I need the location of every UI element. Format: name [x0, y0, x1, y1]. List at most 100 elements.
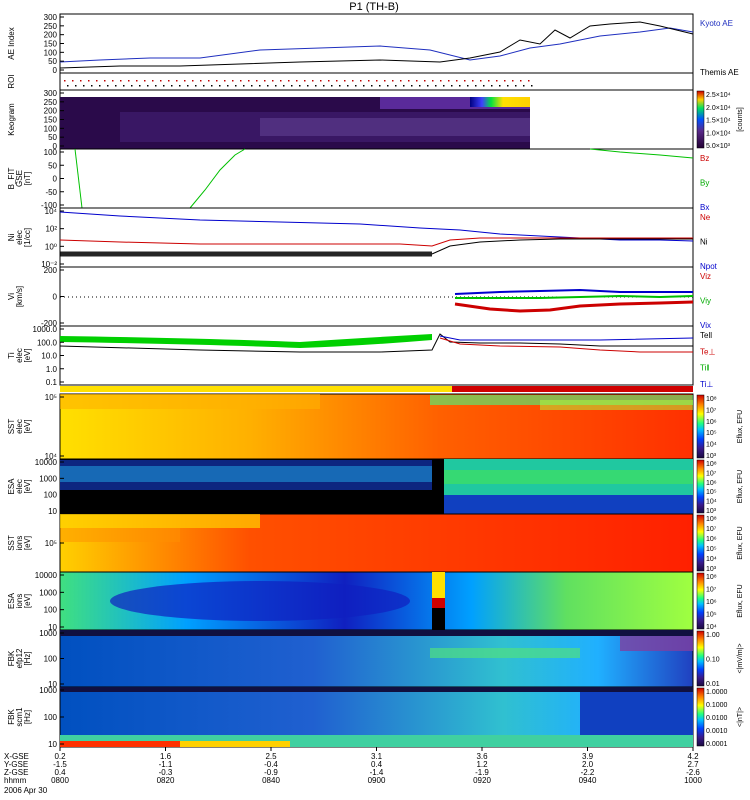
esa_e-colorbar-tick: 10⁴ — [706, 499, 717, 506]
bfit-ytick: 100 — [44, 148, 58, 157]
tell-line — [59, 333, 693, 353]
ni-ytick: 10² — [45, 225, 57, 234]
roi-dot — [136, 80, 138, 82]
date-label: 2006 Apr 30 — [4, 786, 48, 795]
esa_i-ytick: 1000 — [39, 588, 57, 597]
bfit-legend-2: Bx — [700, 203, 709, 212]
bfit-ylabel-1: GSE — [15, 170, 24, 187]
keogram-ytick: 250 — [44, 98, 58, 107]
roi-dot — [339, 85, 341, 87]
fbk1-colorbar-tick: 0.01 — [706, 681, 720, 688]
roi-dot — [211, 85, 213, 87]
keogram-ytick: 300 — [44, 89, 58, 98]
sst_i-colorbar-tick: 10⁸ — [706, 516, 717, 523]
sst_e-colorbar-tick: 10⁶ — [706, 419, 717, 426]
roi-dot — [456, 80, 458, 82]
mode-strip — [60, 386, 452, 392]
roi-dot — [139, 85, 141, 87]
roi-dot — [352, 80, 354, 82]
esa_i-colorbar-tick: 10⁸ — [706, 574, 717, 581]
themis-ae-line — [59, 21, 694, 69]
roi-dot — [464, 80, 466, 82]
roi-dot — [459, 85, 461, 87]
roi-dot — [400, 80, 402, 82]
roi-dot — [403, 85, 405, 87]
roi-dot — [432, 80, 434, 82]
fbk2-colorbar-tick: 0.0100 — [706, 715, 728, 722]
xaxis-value: 0940 — [579, 776, 597, 785]
roi-dot — [227, 85, 229, 87]
esa_i-colorbar-tick: 10⁷ — [706, 587, 717, 594]
roi-dot — [203, 85, 205, 87]
viy-line — [455, 294, 694, 299]
roi-dot — [75, 85, 77, 87]
roi-dot — [344, 80, 346, 82]
ae-panel — [59, 13, 694, 74]
roi-dot — [147, 85, 149, 87]
esa_e-colorbar-tick: 10⁵ — [706, 489, 717, 496]
roi-dot — [520, 80, 522, 82]
xaxis-value: 0920 — [473, 776, 491, 785]
vi-legend-1: Viy — [700, 297, 711, 306]
roi-dot — [144, 80, 146, 82]
roi-dot — [184, 80, 186, 82]
panels-group — [59, 13, 694, 748]
vix-line — [454, 288, 693, 295]
roi-dot — [376, 80, 378, 82]
ni-legend-1: Ni — [700, 238, 708, 247]
xaxis-value: 1.6 — [160, 752, 172, 761]
roi-dot — [243, 85, 245, 87]
fbk1-ytick: 100 — [44, 655, 58, 664]
vi-ytick: -200 — [41, 319, 58, 328]
xaxis-row-label: Y-GSE — [4, 760, 28, 769]
roi-dot — [371, 85, 373, 87]
fbk1-colorbar-tick: 1.00 — [706, 632, 720, 639]
fbk1-ytick: 1000 — [39, 629, 57, 638]
roi-ylabel-0: ROI — [7, 74, 16, 88]
sst_i-colorbar-tick: 10³ — [706, 566, 717, 573]
roi-dot — [67, 85, 69, 87]
esa_i-ytick: 10 — [48, 623, 57, 632]
roi-dot — [507, 85, 509, 87]
xaxis-value: 0820 — [157, 776, 175, 785]
ti-ylabel-0: Ti — [7, 352, 16, 359]
sst_e-colorbar-tick: 10⁵ — [706, 430, 717, 437]
roi-dot — [355, 85, 357, 87]
roi-dot — [176, 80, 178, 82]
roi-dot — [296, 80, 298, 82]
fbk2-ylabel-0: FBK — [7, 709, 16, 725]
esa_i-colorbar-tick: 10⁶ — [706, 599, 717, 606]
fbk2-colorbar-tick: 0.1000 — [706, 702, 728, 709]
vi-legend-0: Viz — [700, 272, 711, 281]
roi-dot — [88, 80, 90, 82]
sst_i-ylabel-2: [eV] — [23, 536, 32, 550]
ae-ytick: 250 — [44, 22, 58, 31]
xaxis-value: -2.6 — [686, 768, 700, 777]
roi-dot — [379, 85, 381, 87]
ti-ytick: 100.0 — [37, 338, 58, 347]
xaxis-value: 0800 — [51, 776, 69, 785]
roi-dot — [504, 80, 506, 82]
esa_e-colorbar — [696, 459, 705, 514]
ae-legend-1: Themis AE — [700, 68, 739, 77]
xaxis-value: -1.5 — [53, 760, 67, 769]
fbk1-ylabel-1: efp12 — [15, 648, 24, 669]
roi-dot — [128, 80, 130, 82]
y-tick-labels: 3002502001501005003002502001501005001005… — [33, 13, 64, 749]
esa_i-ylabel-2: [eV] — [23, 594, 32, 608]
xaxis-value: 0900 — [368, 776, 386, 785]
roi-dot — [216, 80, 218, 82]
fbk2-colorbar-tick: 1.0000 — [706, 689, 728, 696]
fbk2-colorbar-tick: 0.0010 — [706, 728, 728, 735]
roi-dot — [299, 85, 301, 87]
roi-dot — [395, 85, 397, 87]
roi-dot — [515, 85, 517, 87]
roi-dot — [99, 85, 101, 87]
ni-legend-2: Npot — [700, 262, 718, 271]
roi-dot — [472, 80, 474, 82]
roi-dot — [291, 85, 293, 87]
esa_e-colorbar-tick: 10⁷ — [706, 470, 717, 477]
roi-dot — [235, 85, 237, 87]
